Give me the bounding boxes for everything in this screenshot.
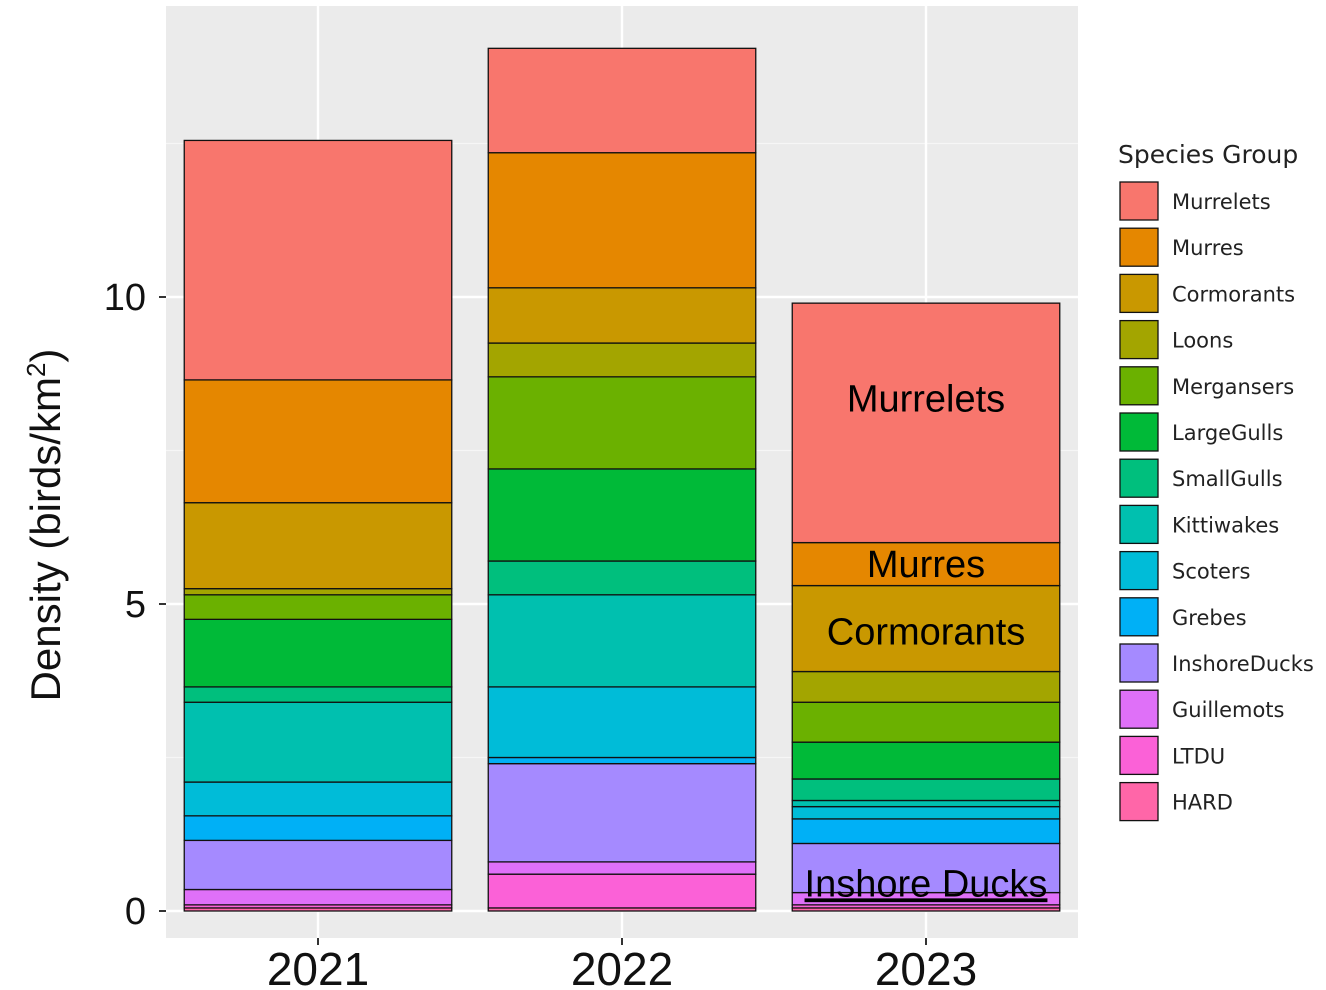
legend-key-mergansers [1119,366,1159,406]
bar-segment-2021-murres [183,379,453,504]
legend-key-loons [1119,319,1159,360]
y-axis: 0 5 10 [104,277,166,933]
y-tick-label: 0 [125,891,146,933]
x-tick-label: 2021 [267,943,369,990]
legend: Species Group Murrelets Murres Cormorants L… [1118,140,1314,822]
legend-key-ltdu [1119,735,1159,776]
legend-label-largegulls: LargeGulls [1172,421,1283,445]
legend-key-scoters [1119,550,1159,591]
bar-segment-2022-kittiwakes [487,594,757,688]
bar-segment-2022-murrelets [487,47,757,154]
legend-key-hard [1119,781,1159,822]
bar-segment-2021-grebes [183,815,453,842]
bar-segment-2022-cormorants [487,287,757,344]
bar-segment-2021-cormorants [183,502,453,590]
y-tick-label: 10 [104,277,146,319]
bar-segment-2022-loons [487,342,757,378]
bars [183,47,1061,912]
bar-segment-2023-largegulls [791,741,1061,780]
bar-segment-2022-murres [487,152,757,289]
annotation-murrelets: Murrelets [847,378,1005,420]
y-tick-label: 5 [125,584,146,626]
bar-segment-2023-grebes [791,818,1061,845]
bar-segment-2021-inshoreducks [183,839,453,891]
bar-segment-2021-mergansers [183,594,453,620]
legend-label-kittiwakes: Kittiwakes [1172,513,1279,537]
annotation-murres: Murres [867,544,985,586]
bar-segment-2023-murrelets [791,302,1061,544]
legend-label-ltdu: LTDU [1172,744,1225,768]
bar-segment-2023-loons [791,670,1061,703]
bar-segment-2022-ltdu [487,873,757,909]
bar-segment-2023-mergansers [791,701,1061,743]
bar-segment-2023-kittiwakes [791,799,1061,808]
bar-segment-2021-guillemots [183,888,453,906]
bar-segment-2022-guillemots [487,861,757,875]
bar-segment-2021-largegulls [183,618,453,688]
legend-label-guillemots: Guillemots [1172,698,1285,722]
bar-segment-2022-grebes [487,756,757,765]
bar-segment-2022-smallgulls [487,560,757,596]
legend-label-hard: HARD [1172,791,1233,815]
x-axis: 2021 2022 2023 [267,938,977,990]
bar-segment-2021-smallgulls [183,686,453,703]
legend-label-murres: Murres [1172,236,1244,260]
legend-key-cormorants [1119,273,1159,314]
legend-key-murrelets [1119,181,1159,221]
legend-key-kittiwakes [1119,504,1159,545]
bar-segment-2022-inshoreducks [487,762,757,863]
x-tick-label: 2023 [875,943,977,990]
legend-label-murrelets: Murrelets [1172,190,1271,214]
bar-segment-2021-loons [183,588,453,596]
legend-title: Species Group [1118,140,1298,169]
y-axis-title-superscript: 2 [21,363,51,377]
bar-segment-2023-scoters [791,805,1061,820]
bar-annotations: Murrelets Murres Cormorants Inshore Ducks [805,378,1048,905]
legend-key-grebes [1119,597,1159,637]
legend-key-smallgulls [1119,458,1159,498]
annotation-cormorants: Cormorants [827,612,1026,654]
legend-label-inshoreducks: InshoreDucks [1172,652,1314,676]
annotation-inshore-ducks: Inshore Ducks [805,863,1048,905]
bar-segment-2021-scoters [183,781,453,817]
legend-label-scoters: Scoters [1172,560,1250,584]
legend-key-inshoreducks [1119,643,1159,683]
legend-label-cormorants: Cormorants [1172,282,1295,306]
legend-label-smallgulls: SmallGulls [1172,467,1283,491]
bar-segment-2023-inshoreducks [791,842,1061,894]
bar-segment-2022-mergansers [487,376,757,470]
legend-label-grebes: Grebes [1172,606,1247,630]
bar-segment-2023-cormorants [791,584,1061,673]
bar-segment-2022-largegulls [487,468,757,562]
bar-segment-2022-scoters [487,686,757,759]
x-tick-label: 2022 [571,943,673,990]
bar-segment-2021-murrelets [183,139,453,381]
legend-key-guillemots [1119,689,1159,729]
bar-segment-2021-kittiwakes [183,701,453,783]
y-axis-title: Density (birds/km2) [21,349,69,702]
legend-key-murres [1119,227,1159,267]
legend-key-largegulls [1119,412,1159,452]
legend-label-mergansers: Mergansers [1172,375,1294,399]
bar-segment-2023-smallgulls [791,778,1061,802]
legend-label-loons: Loons [1172,329,1233,353]
